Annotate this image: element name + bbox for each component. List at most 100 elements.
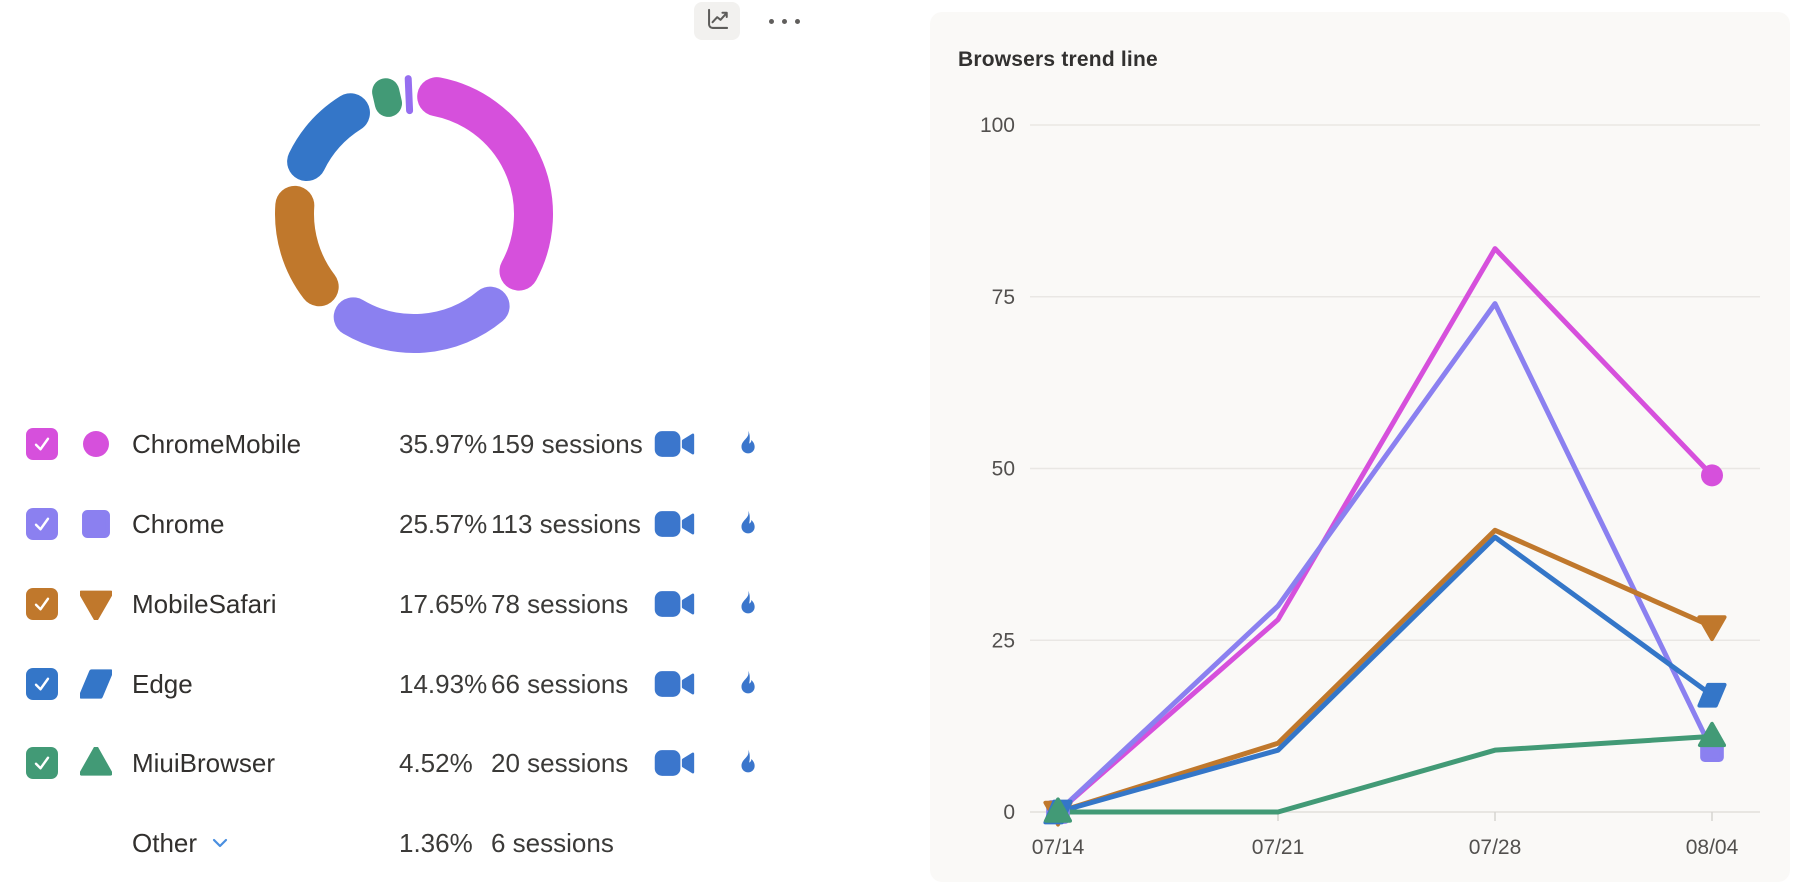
legend-label: Chrome [132,509,225,539]
flame-icon [741,749,755,773]
legend-sessions: 159 sessions [491,429,643,459]
trend-marker-Edge [1697,682,1727,708]
flame-icon [741,670,755,694]
legend-percent: 25.57% [399,509,488,539]
heatmap-button[interactable] [730,506,764,545]
other-expand-button[interactable] [208,832,232,857]
browsers-legend: ChromeMobile 35.97% 159 sessions Chrome … [0,420,860,867]
trend-line-ChromeMobile [1055,246,1715,815]
trend-marker-MiuiBrowser [1043,797,1073,823]
heatmap-button[interactable] [730,426,764,465]
play-sessions-button[interactable] [652,507,696,544]
legend-sessions: 78 sessions [491,589,629,619]
y-axis-tick-label: 100 [980,114,1015,137]
trend-panel-title: Browsers trend line [958,48,1158,71]
marker-parallelogram [80,669,112,699]
donut-segment-Chrome [333,286,510,353]
y-axis-tick-label: 50 [992,458,1015,481]
legend-row-other: Other 1.36% 6 sessions [0,819,860,867]
video-camera-icon [654,750,695,776]
legend-row-MobileSafari: MobileSafari 17.65% 78 sessions [0,580,860,628]
series-marker-parallelogram [80,669,112,699]
legend-sessions: 6 sessions [491,828,614,858]
play-sessions-button[interactable] [652,746,696,783]
video-camera-icon [654,511,695,537]
browsers-trend-line-chart: 0 25 50 75 100 07/14 07/21 07/28 08/04 [980,114,1760,859]
legend-label: ChromeMobile [132,429,302,459]
flame-icon [741,510,755,534]
more-options-button[interactable] [758,10,810,32]
legend-sessions: 20 sessions [491,748,629,778]
legend-sessions: 113 sessions [491,509,641,539]
legend-label: Edge [132,669,193,699]
x-axis-tick-label: 07/28 [1469,836,1522,859]
x-axis-tick-label: 07/14 [1032,836,1085,859]
y-axis-tick-label: 25 [992,629,1015,652]
legend-checkbox-Edge[interactable] [26,668,58,700]
play-sessions-button[interactable] [652,427,696,464]
trend-line-MiuiBrowser [1055,733,1715,815]
trend-line-chart-icon [704,6,731,36]
marker-triangle-down [80,590,112,620]
video-camera-icon [654,431,695,457]
marker-square [82,510,110,538]
trend-marker-MobileSafari [1697,615,1727,642]
legend-percent: 4.52% [399,748,473,778]
legend-label: MobileSafari [132,589,277,619]
legend-label: Other [132,828,198,858]
ellipsis-icon [768,18,774,24]
video-camera-icon [654,591,695,617]
play-sessions-button[interactable] [652,587,696,624]
ellipsis-icon [781,18,787,24]
trend-line-Edge [1055,534,1715,815]
legend-percent: 14.93% [399,669,488,699]
legend-percent: 1.36% [399,828,473,858]
checkmark-icon [34,677,50,691]
legend-row-Edge: Edge 14.93% 66 sessions [0,660,860,708]
play-sessions-button[interactable] [652,667,696,704]
legend-row-Chrome: Chrome 25.57% 113 sessions [0,500,860,548]
legend-row-MiuiBrowser: MiuiBrowser 4.52% 20 sessions [0,739,860,787]
legend-percent: 17.65% [399,589,488,619]
trend-marker-ChromeMobile [1701,464,1723,487]
donut-segment-MobileSafari [275,185,339,307]
video-camera-icon [654,671,695,697]
trend-chart-toggle-button[interactable] [694,2,740,40]
checkmark-icon [34,597,50,611]
flame-icon [741,430,755,454]
legend-checkbox-MiuiBrowser[interactable] [26,747,58,779]
checkmark-icon [34,756,50,770]
heatmap-button[interactable] [730,586,764,625]
legend-checkbox-MobileSafari[interactable] [26,588,58,620]
marker-triangle-up [80,747,112,776]
series-marker-triangle-up [80,747,112,776]
legend-sessions: 66 sessions [491,669,629,699]
legend-checkbox-ChromeMobile[interactable] [26,428,58,460]
heatmap-button[interactable] [730,666,764,705]
donut-segment-Edge [287,93,370,182]
checkmark-icon [34,517,50,531]
checkmark-icon [34,437,50,451]
chevron-down-icon [212,838,228,848]
legend-checkbox-Chrome[interactable] [26,508,58,540]
series-marker-square [82,510,110,538]
donut-segment-ChromeMobile [417,77,553,291]
ellipsis-icon [794,18,800,24]
legend-row-ChromeMobile: ChromeMobile 35.97% 159 sessions [0,420,860,468]
series-marker-triangle-down [80,590,112,620]
x-axis-tick-label: 08/04 [1686,836,1739,859]
browsers-trend-panel: Browsers trend line 0 25 50 75 100 07/14 07/21… [930,12,1790,882]
donut-segment-Other [404,75,414,115]
trend-line-MobileSafari [1055,527,1715,815]
y-axis-tick-label: 0 [1003,801,1015,824]
donut-segment-MiuiBrowser [372,78,403,117]
legend-percent: 35.97% [399,429,488,459]
y-axis-tick-label: 75 [992,286,1015,309]
heatmap-button[interactable] [730,745,764,784]
trend-marker-MiuiBrowser [1697,721,1727,748]
series-marker-circle [83,431,109,457]
marker-circle [83,431,109,457]
x-axis-tick-label: 07/21 [1252,836,1305,859]
legend-label: MiuiBrowser [132,748,276,778]
